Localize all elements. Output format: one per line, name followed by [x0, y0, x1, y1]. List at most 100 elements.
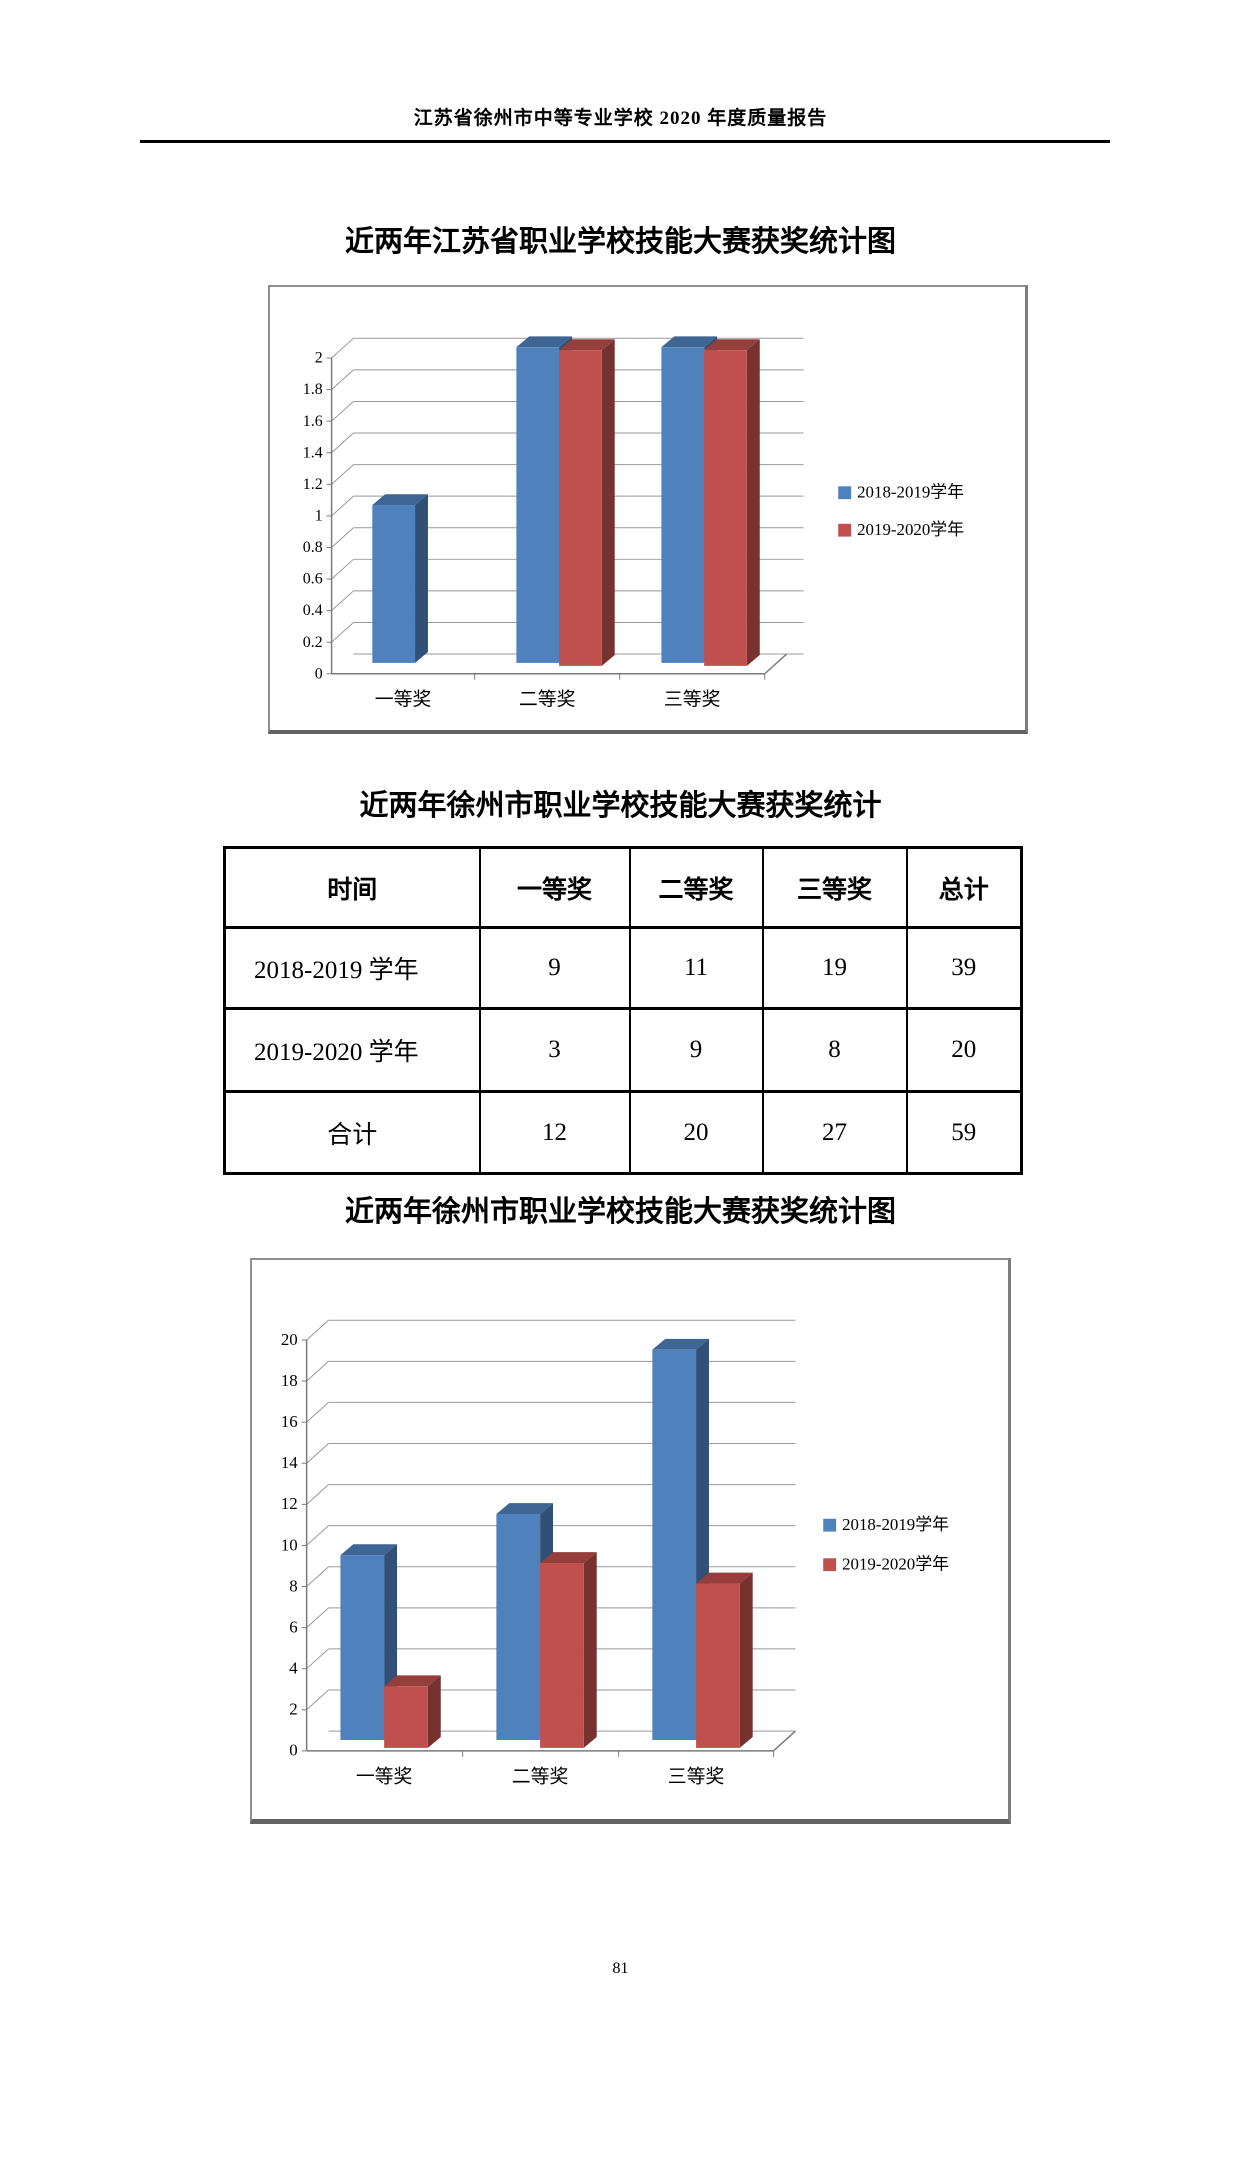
y-tick-label: 6	[289, 1617, 297, 1636]
grid-connector	[331, 495, 354, 517]
legend-swatch	[823, 1558, 837, 1572]
bar-front-face	[559, 350, 602, 666]
table-header-row: 时间 一等奖 二等奖 三等奖 总计	[223, 846, 1023, 929]
grid-connector	[331, 527, 354, 548]
grid-connector	[331, 590, 354, 611]
legend-swatch	[838, 523, 852, 537]
bar-chart-jiangsu: 0 0.2 0.4 0.6 0.8 1 1.2 1.4 1.6 1.8 2 一等奖 二等奖 三等奖 2018…	[303, 336, 964, 710]
y-tick-label: 0	[289, 1741, 297, 1760]
grid-connector	[306, 1443, 329, 1464]
bar-front-face	[696, 1583, 740, 1748]
y-tick-label: 0.6	[303, 571, 323, 588]
grid-connector	[331, 558, 354, 580]
table-cell: 19	[761, 926, 908, 1010]
bar-top-face	[516, 336, 572, 348]
bar-front-face	[540, 1563, 584, 1748]
legend-swatch	[823, 1518, 837, 1532]
legend-label: 2018-2019学年	[857, 483, 964, 502]
bar-front-face	[516, 347, 560, 663]
table-cell: 27	[761, 1090, 908, 1175]
bar-top-face	[340, 1544, 398, 1556]
bar-front-face	[496, 1514, 541, 1740]
y-tick-label: 12	[281, 1494, 298, 1513]
bar-top-face	[372, 494, 428, 506]
bar-side-face	[583, 1552, 597, 1748]
grid-connector	[331, 464, 354, 485]
grid-connector	[306, 1360, 329, 1382]
y-tick-label: 1.6	[303, 413, 323, 430]
category-label: 二等奖	[519, 688, 576, 710]
legend-label: 2019-2020学年	[857, 520, 964, 539]
y-tick-label: 10	[281, 1535, 298, 1554]
table-header-cell: 时间	[223, 846, 481, 929]
table-cell: 59	[905, 1090, 1023, 1175]
table-cell: 11	[628, 926, 764, 1010]
bar-top-face	[661, 336, 718, 348]
bar-top-face	[496, 1503, 554, 1515]
category-label: 一等奖	[375, 688, 432, 710]
y-tick-label: 0	[315, 665, 323, 682]
table-header-cell: 二等奖	[628, 846, 764, 929]
grid-connector	[306, 1484, 329, 1505]
y-tick-label: 1.8	[303, 381, 323, 398]
y-tick-label: 16	[281, 1412, 298, 1431]
table-cell: 8	[761, 1007, 908, 1093]
y-tick-label: 2	[289, 1700, 297, 1719]
legend-label: 2018-2019学年	[842, 1515, 949, 1534]
grid-connector	[306, 1648, 329, 1670]
table-cell: 9	[628, 1007, 764, 1093]
y-tick-label: 20	[281, 1330, 298, 1349]
y-tick-label: 2	[315, 350, 323, 367]
grid-connector	[306, 1402, 329, 1423]
grid-connector	[306, 1689, 329, 1711]
grid-connector	[331, 622, 354, 643]
header-divider	[140, 140, 1110, 143]
bar-side-face	[601, 339, 615, 666]
bar-front-face	[384, 1686, 428, 1748]
legend-label: 2019-2020学年	[842, 1555, 949, 1574]
awards-table: 时间 一等奖 二等奖 三等奖 总计 2018-2019 学年 9 11 19 39 2019-20…	[223, 846, 1023, 1175]
table-row: 2018-2019 学年 9 11 19 39	[223, 926, 1023, 1010]
bar-front-face	[704, 350, 747, 666]
table-header-cell: 三等奖	[761, 846, 908, 929]
bar-side-face	[415, 494, 428, 663]
category-label: 三等奖	[664, 688, 721, 710]
chart2-title: 近两年徐州市职业学校技能大赛获奖统计图	[344, 1196, 896, 1228]
y-tick-label: 0.8	[303, 539, 323, 556]
chart-xuzhou-awards: 0 2 4 6 8 10 12 14 16 18 20 一等奖 二等奖 三等奖 2018-2019学年 201…	[250, 1258, 1011, 1824]
grid-connector	[331, 401, 354, 422]
table-head: 时间 一等奖 二等奖 三等奖 总计	[223, 846, 1023, 929]
bar-top-face	[696, 1572, 753, 1584]
bar-top-face	[559, 339, 615, 351]
table-header-cell: 总计	[905, 846, 1023, 929]
y-tick-label: 0.4	[303, 602, 323, 619]
y-tick-label: 1	[315, 508, 323, 525]
bar-side-face	[746, 339, 760, 666]
grid-connector	[331, 369, 354, 390]
grid-connector	[331, 337, 354, 359]
bar-side-face	[739, 1572, 753, 1748]
table-body: 2018-2019 学年 9 11 19 39 2019-2020 学年 3 9 8 20 合计 12…	[223, 926, 1023, 1175]
table-cell: 39	[905, 926, 1023, 1010]
grid-connector	[331, 432, 354, 454]
legend-swatch	[838, 486, 852, 500]
chart-jiangsu-awards: 0 0.2 0.4 0.6 0.8 1 1.2 1.4 1.6 1.8 2 一等奖 二等奖 三等奖 2018…	[268, 285, 1028, 734]
y-tick-label: 14	[281, 1453, 298, 1472]
y-tick-label: 0.2	[303, 634, 323, 651]
page-number: 81	[612, 1960, 629, 1977]
table-cell: 20	[905, 1007, 1023, 1093]
table-title: 近两年徐州市职业学校技能大赛获奖统计	[359, 790, 882, 822]
table-cell: 2019-2020 学年	[223, 1007, 481, 1093]
bar-top-face	[540, 1552, 597, 1564]
y-tick-label: 1.4	[303, 444, 323, 461]
table-cell: 合计	[223, 1090, 481, 1175]
bar-top-face	[384, 1675, 441, 1687]
grid-connector	[306, 1525, 329, 1546]
chart1-title: 近两年江苏省职业学校技能大赛获奖统计图	[344, 226, 896, 258]
bar-top-face	[652, 1338, 709, 1350]
grid-connector	[306, 1607, 329, 1628]
y-tick-label: 1.2	[303, 476, 323, 493]
y-tick-label: 8	[289, 1576, 297, 1595]
category-label: 三等奖	[668, 1766, 725, 1788]
